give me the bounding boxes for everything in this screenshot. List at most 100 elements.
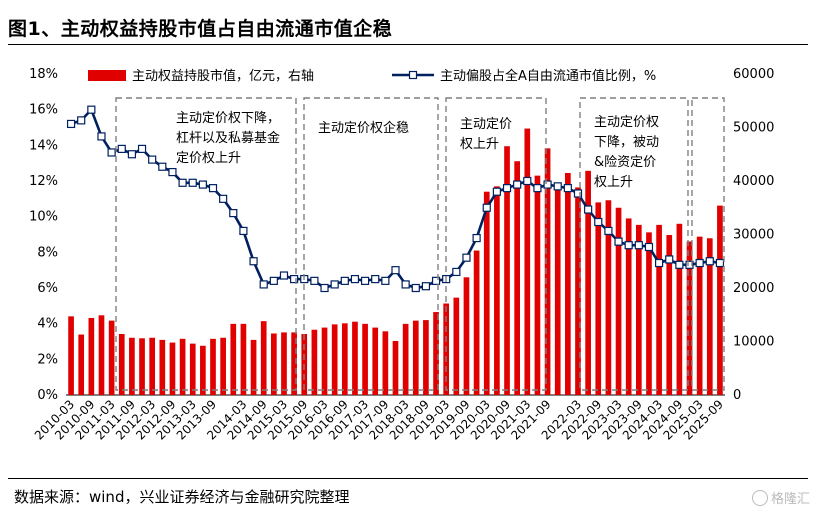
ratio-point (229, 209, 238, 218)
y-right-tick-label: 30000 (733, 228, 774, 243)
y-right-tick-label: 20000 (733, 281, 774, 296)
ratio-point (523, 176, 532, 186)
bar (331, 324, 338, 395)
bar (524, 128, 531, 395)
bar (615, 207, 622, 395)
bar (210, 338, 216, 395)
y-right-tick-label: 10000 (733, 335, 774, 350)
annotation-text-line: 权上升 (460, 136, 499, 152)
bar (98, 315, 105, 395)
ratio-point (381, 276, 390, 285)
ratio-point (675, 260, 684, 269)
bar (605, 200, 612, 395)
ratio-point (604, 226, 613, 236)
annotation-box (691, 97, 725, 391)
y-left-tick-label: 12% (29, 174, 58, 189)
bar (352, 321, 358, 395)
y-right-tick-label: 40000 (733, 174, 774, 189)
ratio-point (543, 180, 552, 189)
bar (453, 297, 460, 395)
bar (686, 241, 693, 395)
ratio-point (239, 226, 248, 236)
ratio-point (584, 205, 593, 214)
ratio-point (219, 194, 228, 203)
annotation-text: 主动定价权上升 (460, 117, 512, 152)
ratio-point (350, 274, 360, 284)
ratio-point (401, 280, 410, 289)
legend-bar-swatch (88, 70, 126, 81)
ratio-point (421, 282, 431, 291)
legend-line-label: 主动偏股占全A自由流通市值比例，% (440, 68, 656, 84)
bar (595, 202, 602, 395)
ratio-point (685, 260, 694, 269)
annotation-box (579, 97, 689, 391)
bar (717, 205, 723, 395)
annotation-text-line: 杠杆以及私募基金 (176, 130, 280, 146)
bar (179, 338, 186, 395)
y-left-tick-label: 0% (37, 388, 58, 403)
y-left-tick-label: 18% (29, 67, 58, 82)
bar (463, 277, 470, 395)
ratio-point (462, 253, 471, 262)
bar (200, 345, 206, 395)
ratio-point (66, 119, 76, 129)
annotation-text-line: 权上升 (594, 174, 633, 190)
ratio-point (533, 184, 542, 193)
footer-divider (8, 478, 808, 479)
ratio-point (340, 276, 349, 285)
bar (696, 236, 703, 395)
bar (544, 148, 551, 395)
annotation-text-line: 主动定价权企稳 (318, 120, 409, 136)
ratio-point (290, 274, 299, 284)
watermark: 格隆汇 (751, 488, 810, 507)
y-left-tick-label: 14% (29, 138, 58, 153)
bar (159, 339, 166, 395)
bar (666, 235, 673, 395)
ratio-point (411, 283, 420, 293)
y-left-tick-label: 10% (29, 210, 58, 225)
ratio-point (614, 237, 623, 246)
bar (270, 333, 277, 395)
ratio-point (654, 258, 664, 268)
bar (281, 332, 287, 395)
bar (494, 186, 500, 395)
bar (392, 340, 399, 395)
ratio-point (634, 241, 643, 250)
bar (625, 218, 632, 395)
legend-line-marker (408, 70, 418, 80)
ratio-point (492, 187, 501, 196)
y-right-tick-label: 0 (733, 388, 741, 403)
ratio-point (269, 276, 278, 285)
ratio-point (431, 276, 441, 285)
bar (423, 320, 429, 395)
bar (260, 321, 267, 395)
ratio-point (310, 276, 319, 285)
bar (372, 327, 379, 395)
ratio-point (330, 280, 339, 289)
ratio-point (249, 257, 258, 266)
bar (291, 332, 297, 395)
ratio-point (482, 203, 491, 212)
ratio-point (502, 184, 512, 193)
bar (534, 175, 541, 395)
bar (473, 250, 480, 395)
ratio-point (107, 148, 116, 157)
data-source-note: 数据来源：wind，兴业证券经济与金融研究院整理 (14, 488, 350, 506)
combo-chart: 0% 2% 4% 6% 8% 10% 12% 14% 16% 18% 0 10000 20000 3000… (29, 67, 774, 443)
bar (139, 338, 145, 395)
annotation-box (303, 97, 439, 391)
ratio-point (705, 257, 714, 266)
bar (341, 323, 348, 395)
bar (565, 172, 571, 395)
bar (504, 146, 510, 395)
annotation-box (115, 97, 297, 391)
ratio-point (198, 180, 207, 189)
ratio-point (279, 271, 289, 280)
ratio-point (553, 182, 562, 191)
annotation-text-line: 主动定价 (460, 117, 512, 132)
y-left-tick-label: 4% (37, 317, 58, 332)
bar (635, 224, 642, 395)
bar (646, 232, 652, 395)
ratio-point (371, 274, 380, 284)
ratio-point (148, 155, 157, 164)
